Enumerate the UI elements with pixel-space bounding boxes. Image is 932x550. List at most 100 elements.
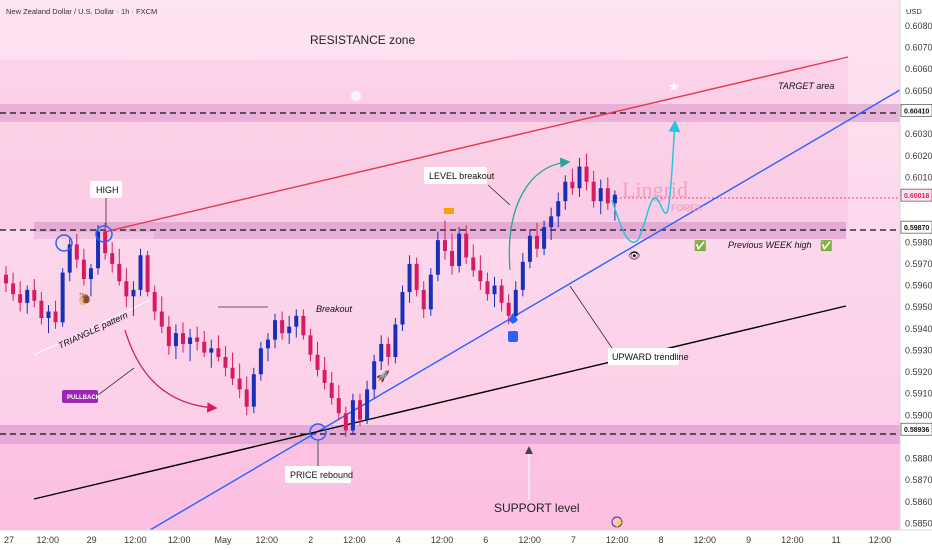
candle-body bbox=[471, 257, 476, 271]
dip-marker bbox=[508, 313, 518, 324]
candle-body bbox=[138, 255, 143, 290]
upward-trendline-box bbox=[608, 348, 679, 365]
support-level-label: SUPPORT level bbox=[494, 501, 580, 515]
candle-body bbox=[393, 324, 398, 357]
high-circle-2 bbox=[95, 225, 113, 243]
x-tick-label: 12:00 bbox=[606, 535, 629, 545]
candle-body bbox=[365, 389, 370, 420]
time-axis[interactable] bbox=[0, 530, 900, 550]
currency-label: USD bbox=[906, 7, 922, 16]
candle-body bbox=[520, 261, 525, 290]
candle-body bbox=[605, 188, 610, 204]
candle-body bbox=[421, 289, 426, 310]
high-circle-1 bbox=[55, 234, 73, 252]
candle-body bbox=[166, 326, 171, 347]
candle-body bbox=[308, 335, 313, 355]
candle-body bbox=[294, 315, 299, 327]
candle-body bbox=[287, 326, 292, 334]
candle-body bbox=[74, 244, 79, 260]
candle-body bbox=[209, 348, 214, 353]
level-breakout-arrow bbox=[508, 157, 571, 271]
candle-body bbox=[464, 233, 469, 258]
x-tick-label: 12:00 bbox=[124, 535, 147, 545]
rocket-icon: 🚀 bbox=[376, 370, 390, 383]
check-icon-right: ✅ bbox=[820, 239, 832, 252]
candle-body bbox=[145, 255, 150, 293]
candle-body bbox=[322, 369, 327, 383]
candle-body bbox=[32, 289, 37, 301]
target-area-box bbox=[0, 60, 848, 230]
price-label: 0.58936 bbox=[904, 427, 929, 434]
candle-body bbox=[379, 343, 384, 362]
candle-body bbox=[202, 341, 207, 353]
candle-body bbox=[358, 400, 362, 420]
candle-body bbox=[542, 227, 547, 249]
pullback-badge bbox=[62, 390, 98, 403]
support-trendline bbox=[33, 305, 847, 500]
lightning-icon: ⚡ bbox=[614, 518, 624, 528]
triangle-zone-box bbox=[32, 232, 154, 364]
candle-body bbox=[251, 374, 256, 407]
candle-body bbox=[195, 337, 200, 342]
x-tick-label: May bbox=[214, 535, 232, 545]
candle-body bbox=[81, 259, 86, 280]
candle-body bbox=[265, 339, 270, 349]
price-label-box bbox=[900, 188, 932, 202]
candle-body bbox=[244, 389, 249, 407]
price-rebound-box bbox=[285, 466, 351, 483]
candle-body bbox=[258, 348, 263, 375]
symbol-title: New Zealand Dollar / U.S. Dollar · 1h · … bbox=[6, 7, 157, 16]
candle-body bbox=[96, 231, 101, 269]
target-area-label: TARGET area bbox=[778, 81, 834, 91]
projection-path bbox=[611, 120, 681, 243]
candle-body bbox=[457, 233, 462, 267]
price-label-box bbox=[900, 220, 932, 234]
triangle-lower-line bbox=[33, 299, 151, 356]
price-label: 0.59870 bbox=[904, 225, 929, 232]
candle-body bbox=[577, 166, 582, 189]
candle-body bbox=[407, 263, 412, 293]
candle-body bbox=[485, 281, 490, 295]
upward-pointer bbox=[569, 285, 613, 349]
x-tick-label: 8 bbox=[658, 535, 663, 545]
candle-body bbox=[584, 166, 589, 182]
watermark-forex: FOREX bbox=[671, 203, 702, 213]
level-breakout-box bbox=[424, 167, 487, 184]
candle-body bbox=[556, 201, 561, 217]
candle-body bbox=[301, 315, 306, 336]
previous-week-label: Previous WEEK high bbox=[728, 240, 812, 250]
x-tick-label: 29 bbox=[87, 535, 97, 545]
upward-trendline bbox=[149, 89, 901, 531]
candle-body bbox=[181, 333, 185, 344]
candle-body bbox=[612, 194, 617, 204]
candle-body bbox=[11, 283, 16, 295]
price-label: 0.60410 bbox=[904, 108, 929, 115]
x-tick-label: 12:00 bbox=[37, 535, 60, 545]
candle-body bbox=[435, 240, 440, 275]
candle-body bbox=[414, 263, 419, 290]
candle-body bbox=[4, 274, 8, 284]
candle-body bbox=[237, 378, 242, 390]
x-ticks: 27 12:00 29 12:00 12:00 May 12:00 2 12:00 4 12:00 6… bbox=[4, 535, 891, 545]
x-tick-label: 12:00 bbox=[431, 535, 454, 545]
price-axis[interactable] bbox=[900, 0, 932, 550]
pullback-label: PULLBACK bbox=[67, 395, 101, 401]
pullback-pointer bbox=[97, 367, 135, 396]
x-tick-label: 12:00 bbox=[869, 535, 892, 545]
x-tick-label: 12:00 bbox=[518, 535, 541, 545]
level-breakout-pointer bbox=[487, 184, 511, 206]
star-icon: ★ bbox=[668, 79, 680, 94]
candle-body bbox=[499, 285, 504, 303]
candle-body bbox=[478, 270, 483, 282]
